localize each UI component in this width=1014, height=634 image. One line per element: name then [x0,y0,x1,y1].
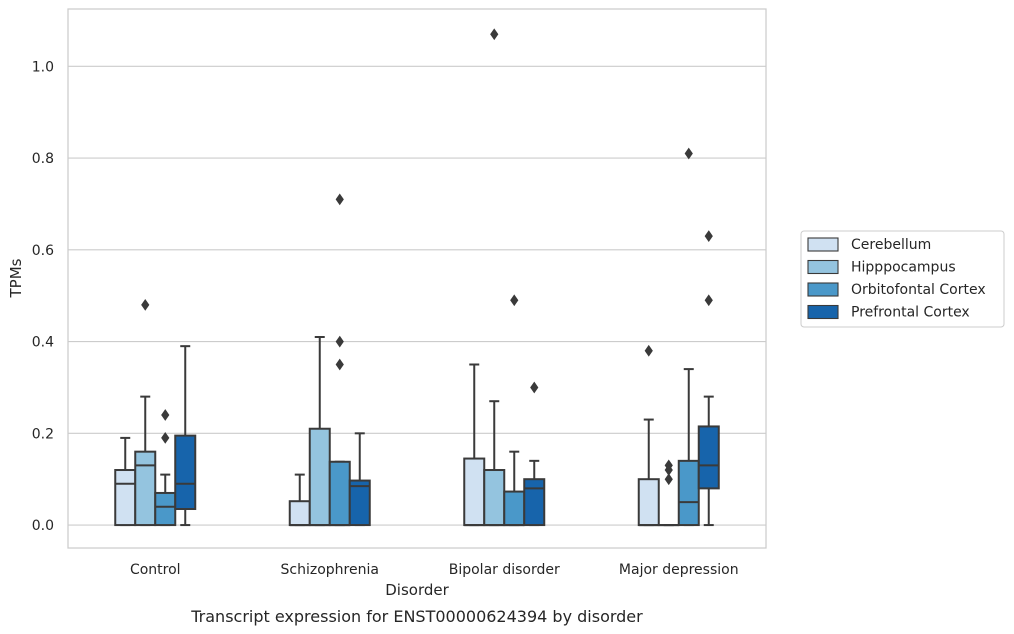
box [308,427,331,527]
box-group [114,436,137,527]
legend-frame [800,230,1005,328]
box [483,469,506,527]
chart-title: Transcript expression for ENST0000062439… [190,607,643,626]
legend-swatch [807,259,839,275]
legend-swatch [807,282,839,297]
y-axis-title: TPMs [7,258,25,298]
x-tick-label: Schizophrenia [281,562,379,578]
outlier-point [704,294,713,307]
outlier-point [335,193,344,206]
box [134,450,157,527]
box [114,469,137,527]
outlier-point [161,432,170,444]
legend: Cerebellum Hipppocampus Orbitofontal Corte… [800,230,1005,328]
box-group [483,28,506,527]
box [328,460,351,527]
x-tick-label: Bipolar disorder [449,562,560,578]
box [677,459,700,527]
x-tick-label: Control [130,562,181,578]
x-tick-label: Major depression [619,562,739,578]
box-group [308,335,331,527]
legend-swatch [807,304,839,320]
gridlines [68,65,766,526]
box-group [523,381,546,527]
y-tick-label: 0.4 [32,335,54,351]
y-tick-label: 0.2 [32,426,54,442]
outlier-point [490,28,499,41]
outlier-point [704,230,713,242]
outlier-point [664,473,673,486]
y-tick-label: 0.0 [32,518,54,534]
box-group [677,147,700,527]
outlier-point [335,335,344,348]
box-group [697,230,720,527]
legend-label: Hipppocampus [851,260,956,276]
y-tick-labels: 0.0 0.2 0.4 0.6 0.8 1.0 [32,59,54,534]
box [637,478,660,527]
outlier-point [335,358,344,371]
outlier-point [510,294,519,307]
y-tick-label: 0.6 [32,243,54,259]
legend-label: Prefrontal Cortex [851,305,970,321]
x-axis-title: Disorder [385,581,449,599]
box [697,425,720,490]
legend-swatch [807,237,839,252]
outlier-point [161,409,170,421]
outlier-point [141,299,150,311]
box-group [154,409,177,527]
box-group [637,344,660,527]
box [463,457,486,527]
box [288,500,311,527]
outlier-point [530,381,539,394]
box [503,490,526,527]
box-group [348,432,371,527]
box-group [134,299,157,527]
box [348,479,371,527]
box-group [463,363,486,527]
y-tick-label: 1.0 [32,59,54,75]
x-tick-labels: Control Schizophrenia Bipolar disorder Majo… [130,562,739,578]
legend-label: Cerebellum [851,237,931,253]
box [174,434,197,511]
boxes [114,28,720,527]
box-group [657,459,680,527]
plot-frame [67,8,767,549]
legend-label: Orbitofontal Cortex [851,282,986,298]
box [154,491,177,527]
y-tick-label: 0.8 [32,151,54,167]
box [523,478,546,527]
outlier-point [684,147,693,160]
box-group [328,193,351,527]
box-group [174,345,197,527]
outlier-point [644,344,653,357]
box-group [288,473,311,527]
box-group [503,294,526,527]
outlier-point [664,459,673,472]
